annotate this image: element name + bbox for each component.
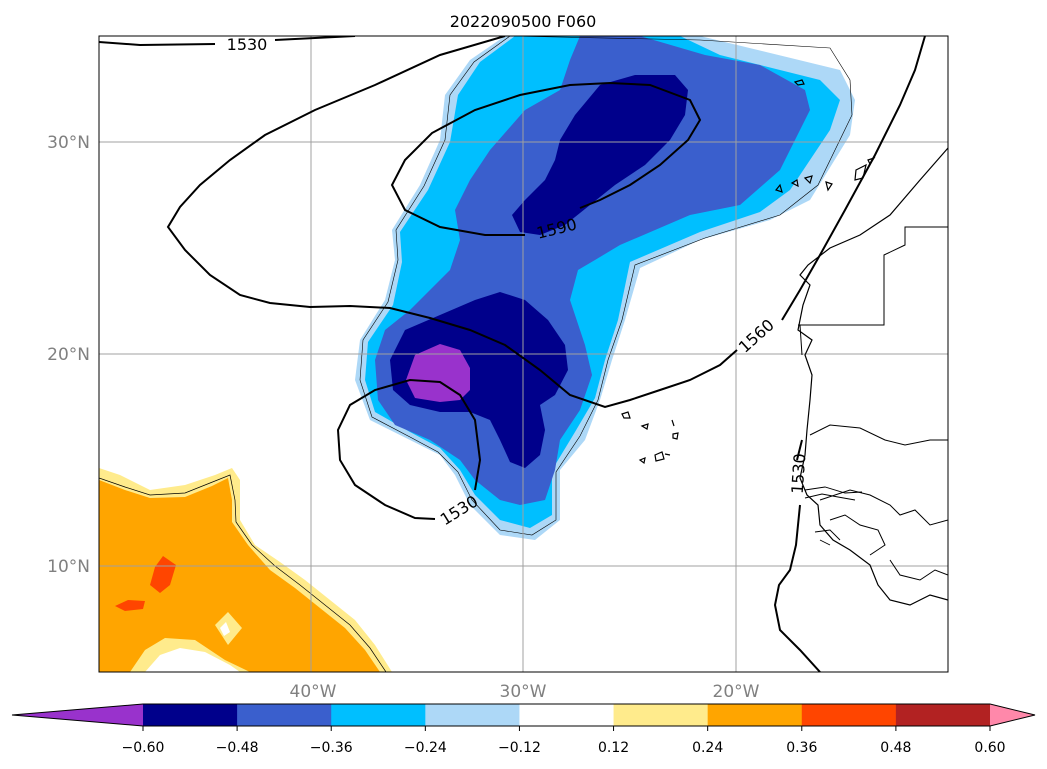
colorbar-extend-low (12, 704, 143, 726)
lon-label-20w: 20°W (713, 682, 760, 702)
region-red-spot-1 (150, 556, 176, 593)
colorbar-tick-label: −0.36 (310, 740, 353, 756)
region-white-pocket (220, 622, 230, 636)
lat-label-30n: 30°N (47, 133, 90, 153)
colorbar-segment (143, 704, 238, 726)
borders (798, 226, 948, 581)
anomaly-zero-contour (99, 474, 387, 672)
colorbar-ticks: −0.60 −0.48 −0.36 −0.24 −0.12 0.12 0.24 0.36 0.4… (122, 726, 1006, 756)
anomaly-negative-outline (359, 36, 853, 536)
map-title: 2022090500 F060 (450, 12, 597, 31)
lon-label-30w: 30°W (500, 682, 547, 702)
colorbar-segment (707, 704, 803, 726)
colorbar-tick-label: 0.60 (974, 740, 1005, 756)
lon-label-40w: 40°W (290, 682, 337, 702)
colorbar-segment (895, 704, 991, 726)
contour-1530-south (336, 378, 482, 520)
colorbar-segment (613, 704, 709, 726)
colorbar-segments (11, 703, 1036, 727)
colorbar: −0.60 −0.48 −0.36 −0.24 −0.12 0.12 0.24 0.36 0.4… (11, 703, 1036, 756)
colorbar-segment (519, 704, 615, 726)
cape-verde (621, 411, 679, 465)
contour-1530-east (773, 439, 821, 672)
gambia-senegal (804, 486, 863, 546)
filled-anomaly-regions (99, 36, 855, 672)
region-orange (99, 478, 380, 672)
colorbar-segment (425, 704, 520, 726)
canary-islands (774, 156, 876, 193)
colorbar-tick-label: 0.36 (786, 740, 817, 756)
region-navy-north (512, 75, 688, 235)
colorbar-tick-label: −0.48 (216, 740, 259, 756)
lon-tick-labels: 40°W 30°W 20°W (290, 682, 760, 702)
region-white-hole (145, 648, 240, 672)
map-panel: 1530 1590 1560 1530 1530 (98, 35, 949, 673)
colorbar-extend-high (990, 704, 1035, 726)
colorbar-segment (331, 704, 426, 726)
lat-label-20n: 20°N (47, 345, 90, 365)
colorbar-tick-label: −0.12 (498, 740, 541, 756)
map-frame (98, 35, 949, 673)
contour-label-1530-east: 1530 (788, 453, 810, 495)
gridlines (99, 36, 948, 672)
colorbar-segment (237, 704, 332, 726)
region-purple-min (406, 344, 470, 402)
colorbar-tick-label: 0.24 (692, 740, 723, 756)
madeira (793, 79, 805, 86)
contour-label-1530-north: 1530 (227, 35, 268, 54)
colorbar-tick-label: −0.60 (122, 740, 165, 756)
contour-1560-main (166, 36, 926, 409)
lat-tick-labels: 30°N 20°N 10°N (47, 133, 90, 577)
contour-1590 (390, 81, 702, 236)
colorbar-tick-label: 0.48 (880, 740, 911, 756)
colorbar-tick-label: −0.24 (404, 740, 447, 756)
lat-label-10n: 10°N (47, 557, 90, 577)
region-red-spot-2 (115, 600, 145, 611)
colorbar-tick-label: 0.12 (598, 740, 629, 756)
colorbar-segment (801, 704, 897, 726)
contour-1530-north (99, 36, 356, 47)
